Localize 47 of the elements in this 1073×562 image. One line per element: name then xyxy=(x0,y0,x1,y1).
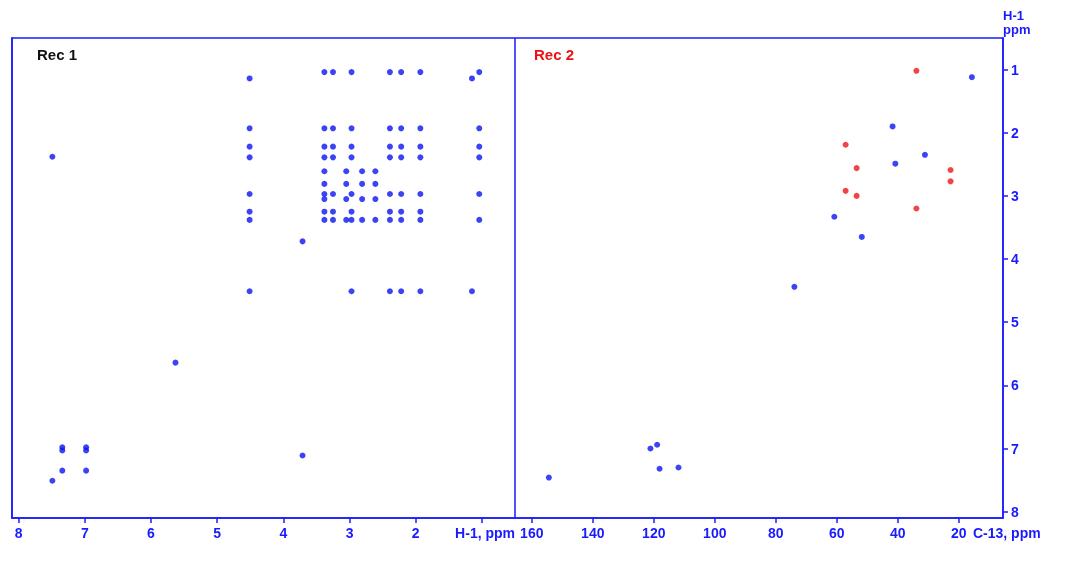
y-axis-title: H-1 ppm xyxy=(1003,7,1031,37)
point xyxy=(791,283,798,290)
point xyxy=(892,160,899,167)
point xyxy=(913,205,920,212)
x-tick-label: 140 xyxy=(581,525,605,541)
point xyxy=(656,465,663,472)
text: Rec 2 xyxy=(534,46,575,63)
x-axis-title: C-13, ppm xyxy=(973,525,1041,541)
x-tick-label: 6 xyxy=(147,525,156,541)
x-tick-label: 120 xyxy=(642,525,666,541)
point xyxy=(853,192,860,199)
point xyxy=(853,165,860,172)
point xyxy=(913,67,920,74)
x-tick-label: 100 xyxy=(703,525,727,541)
point xyxy=(842,141,849,148)
x-axis-title: H-1, ppm xyxy=(455,525,515,541)
point xyxy=(647,445,654,452)
x-tick-label: 4 xyxy=(279,525,288,541)
point xyxy=(675,464,682,471)
y-tick-label: 4 xyxy=(1011,251,1019,268)
x-tick-label: 80 xyxy=(767,525,784,541)
x-tick-label: 2 xyxy=(411,525,420,541)
y-tick-label: 1 xyxy=(1011,61,1019,78)
x-tick-label: 20 xyxy=(950,525,967,541)
x-tick-label: 3 xyxy=(345,525,354,541)
point xyxy=(842,187,849,194)
point xyxy=(968,74,975,81)
y-tick-label: 3 xyxy=(1011,187,1019,204)
point xyxy=(858,233,865,240)
point xyxy=(831,213,838,220)
point xyxy=(921,151,928,158)
y-tick-label: 7 xyxy=(1011,440,1019,457)
y-tick-label: 2 xyxy=(1011,124,1019,141)
x-tick-label: 7 xyxy=(80,525,89,541)
x-tick-label: 160 xyxy=(520,525,544,541)
x-tick-label: 60 xyxy=(828,525,845,541)
text: Rec 1 xyxy=(37,46,78,63)
point xyxy=(947,167,954,173)
point xyxy=(545,474,552,481)
point xyxy=(889,123,896,130)
point xyxy=(654,441,661,448)
x-tick-label: 40 xyxy=(889,525,906,541)
x-tick-label: 8 xyxy=(14,525,23,541)
y-tick-label: 5 xyxy=(1011,314,1019,331)
y-tick-label: 8 xyxy=(1011,503,1019,520)
x-tick-label: 5 xyxy=(213,525,222,541)
y-tick-label: 6 xyxy=(1011,377,1019,394)
